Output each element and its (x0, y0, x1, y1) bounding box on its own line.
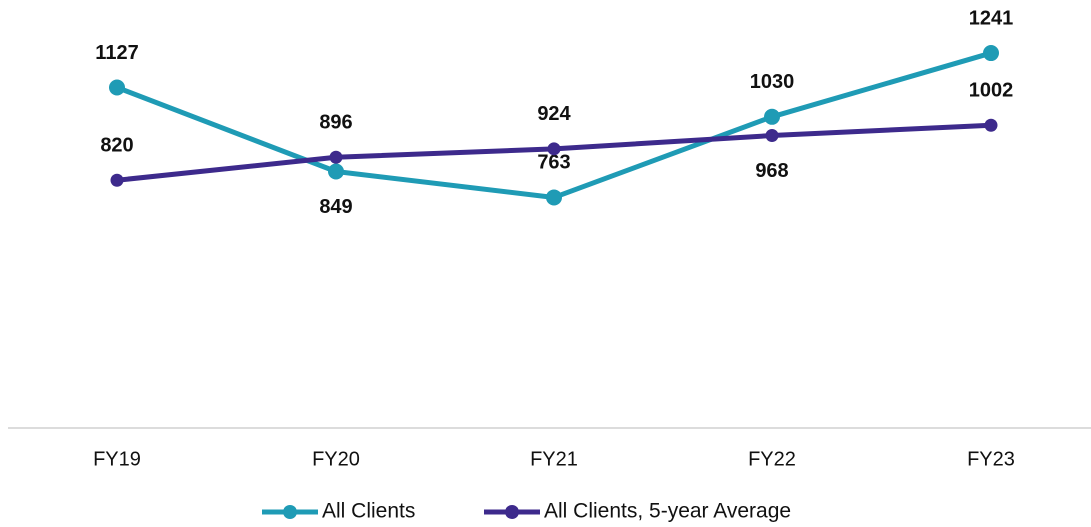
data-label: 763 (537, 152, 570, 174)
x-tick-label: FY20 (312, 448, 360, 470)
data-label: 968 (755, 160, 788, 182)
point (765, 129, 779, 143)
x-tick-label: FY23 (967, 448, 1015, 470)
point (110, 173, 124, 187)
point (546, 189, 562, 206)
data-label: 1241 (969, 7, 1014, 29)
data-label: 1002 (969, 80, 1014, 102)
data-label: 924 (537, 103, 571, 125)
point (109, 79, 125, 96)
point (329, 150, 343, 164)
point (984, 118, 998, 132)
data-label: 1127 (95, 42, 138, 64)
x-tick-label: FY19 (93, 448, 141, 470)
point (328, 163, 344, 180)
data-label: 849 (319, 196, 352, 218)
x-tick-label: FY22 (748, 448, 796, 470)
data-label: 1030 (750, 71, 795, 93)
legend-label: All Clients (322, 500, 415, 523)
legend-label: All Clients, 5-year Average (544, 500, 791, 523)
data-label: 896 (319, 112, 352, 134)
point (983, 45, 999, 62)
series-line (116, 50, 992, 200)
legend-marker (283, 505, 297, 519)
data-label: 820 (100, 135, 133, 157)
x-tick-label: FY21 (530, 448, 578, 470)
legend-marker (505, 505, 519, 519)
point (764, 108, 780, 125)
point (547, 142, 561, 156)
